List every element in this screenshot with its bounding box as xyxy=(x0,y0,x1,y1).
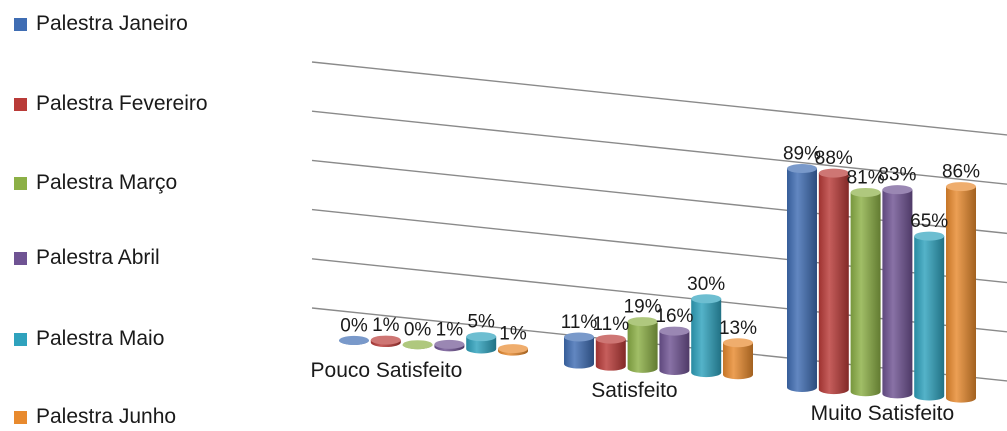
data-label-0-5: 1% xyxy=(499,324,527,345)
bar-0-1 xyxy=(370,335,401,348)
bar-2-4 xyxy=(914,231,945,401)
bars xyxy=(339,164,976,403)
category-label-1: Satisfeito xyxy=(591,379,677,402)
data-label-0-2: 0% xyxy=(404,320,432,341)
bar-top xyxy=(691,294,722,304)
bar-body xyxy=(466,336,497,354)
data-label-1-0: 11% xyxy=(561,312,598,333)
bar-top xyxy=(659,326,690,336)
bar-0-3 xyxy=(434,339,465,352)
bar-body xyxy=(882,189,913,399)
data-labels: 0% 1% 0% 1% 5%1%11%11%19%16%30%13%89%88%81%8… xyxy=(340,144,980,345)
bar-top xyxy=(498,344,528,354)
category-labels: Pouco Satisfeito Satisfeito Muito Satisfei… xyxy=(311,359,955,425)
bar-1-0 xyxy=(564,332,594,369)
data-label-1-3: 16% xyxy=(655,306,693,327)
legend-item-fevereiro: Palestra Fevereiro xyxy=(14,90,208,118)
bar-2-2 xyxy=(850,187,881,397)
data-label-2-5: 86% xyxy=(942,162,980,183)
data-label-1-1: 11% xyxy=(592,314,629,335)
legend-label-maio: Palestra Maio xyxy=(36,327,165,350)
bar-1-4 xyxy=(691,294,722,378)
legend-item-marco: Palestra Março xyxy=(14,169,177,197)
legend-item-janeiro: Palestra Janeiro xyxy=(14,10,188,38)
bar-body xyxy=(595,339,626,371)
gridline-5 xyxy=(311,61,1007,136)
bar-top xyxy=(434,339,465,349)
data-label-2-0: 89% xyxy=(783,144,821,165)
legend-swatch-maio xyxy=(14,332,27,346)
legend-label-fevereiro: Palestra Fevereiro xyxy=(36,92,208,115)
category-label-0: Pouco Satisfeito xyxy=(311,359,463,382)
bar-body xyxy=(914,236,945,401)
bar-body xyxy=(818,173,849,395)
bar-2-0 xyxy=(787,164,817,392)
bar-1-2 xyxy=(627,317,658,373)
data-label-1-4: 30% xyxy=(687,274,725,295)
bar-top xyxy=(627,317,658,327)
bar-0-5 xyxy=(498,344,528,356)
bar-body xyxy=(659,331,690,375)
bar-top xyxy=(946,182,976,192)
bar-body xyxy=(723,342,753,380)
data-label-1-5: 13% xyxy=(719,318,757,339)
bar-body xyxy=(850,192,881,397)
bar-top xyxy=(402,340,433,350)
bar-top xyxy=(723,338,753,348)
bar-top xyxy=(787,164,817,174)
bar-top xyxy=(914,231,945,241)
legend-swatch-abril xyxy=(14,251,27,265)
data-label-2-4: 65% xyxy=(910,211,948,232)
bar-top xyxy=(882,185,913,195)
data-label-0-1: 1% xyxy=(372,315,400,336)
legend-item-junho: Palestra Junho xyxy=(14,403,176,431)
bar-1-5 xyxy=(723,338,753,380)
bar-0-0 xyxy=(339,335,369,345)
legend-item-abril: Palestra Abril xyxy=(14,244,160,272)
bar-body xyxy=(787,168,817,392)
bar-2-1 xyxy=(818,168,849,395)
bar-body xyxy=(691,298,722,378)
legend-swatch-marco xyxy=(14,176,27,190)
legend-item-maio: Palestra Maio xyxy=(14,325,164,353)
data-label-0-3: 1% xyxy=(436,319,464,340)
legend-label-junho: Palestra Junho xyxy=(36,405,177,428)
data-label-0-0: 0% xyxy=(340,315,368,336)
category-label-2: Muito Satisfeito xyxy=(811,402,955,425)
bar-0-4 xyxy=(466,332,497,354)
data-label-1-2: 19% xyxy=(624,297,662,318)
bar-1-3 xyxy=(659,326,690,375)
data-label-2-1: 88% xyxy=(815,148,853,169)
bar-top xyxy=(818,168,849,178)
bar-0-2 xyxy=(402,340,433,350)
bar-top xyxy=(564,332,594,342)
bar-top xyxy=(595,334,626,344)
bar-body xyxy=(564,336,594,369)
gridline-4 xyxy=(311,110,1007,185)
legend-swatch-junho xyxy=(14,410,27,424)
legend-label-janeiro: Palestra Janeiro xyxy=(36,12,188,35)
legend-label-abril: Palestra Abril xyxy=(36,246,160,269)
legend-label-marco: Palestra Março xyxy=(36,171,178,194)
bar-body xyxy=(946,186,976,403)
data-label-2-3: 83% xyxy=(878,165,916,186)
bar-1-1 xyxy=(595,334,626,371)
bar-top xyxy=(466,332,497,342)
bar-2-5 xyxy=(946,182,976,403)
bar-top xyxy=(850,187,881,197)
legend-swatch-janeiro xyxy=(14,17,27,31)
bar-2-3 xyxy=(882,185,913,399)
data-label-2-2: 81% xyxy=(847,167,885,188)
legend-swatch-fevereiro xyxy=(14,97,27,111)
bar-body xyxy=(627,321,658,373)
bar-top xyxy=(370,335,401,345)
bar-top xyxy=(339,335,369,345)
data-label-0-4: 5% xyxy=(467,312,495,333)
